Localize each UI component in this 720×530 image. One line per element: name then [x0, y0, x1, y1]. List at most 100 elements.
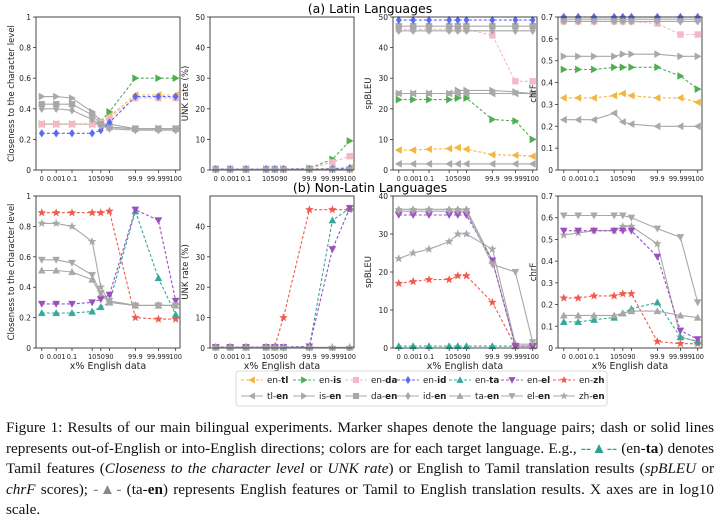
x-tick-label: 0.001: [404, 175, 423, 183]
data-point: [574, 115, 582, 124]
legend-label: en-el: [527, 376, 550, 386]
data-point: [574, 212, 583, 220]
data-point: [155, 125, 162, 135]
data-point: [610, 212, 619, 220]
y-tick-label: 0.2: [541, 301, 553, 310]
section-title-latin: (a) Latin Languages: [308, 1, 432, 16]
series-en-tl: [394, 143, 536, 161]
series-en-da: [395, 26, 536, 85]
chart-panel-nonlatin-chrf: 00.10.20.30.40.50.60.70 0.001 0.1 10 50 90 99.…: [529, 192, 704, 361]
y-tick-label: 20: [195, 105, 205, 114]
data-point: [628, 50, 636, 59]
data-point: [88, 299, 97, 307]
series-line: [398, 233, 533, 345]
data-point: [279, 313, 288, 322]
x-tick-label: 0: [40, 353, 44, 361]
data-point: [172, 74, 180, 83]
y-tick-label: 30: [378, 74, 388, 83]
series-tl-en-low: [394, 160, 536, 168]
legend-marker: [248, 376, 255, 384]
y-tick-label: 0.6: [19, 253, 31, 262]
data-point: [346, 165, 354, 174]
data-point: [591, 17, 597, 26]
legend-label: en-is: [319, 376, 341, 386]
data-point: [462, 145, 470, 154]
data-point: [619, 17, 626, 26]
legend-entry-en-tl: en-tl: [241, 376, 288, 386]
series-en-ta: [559, 298, 702, 345]
data-point: [694, 17, 701, 26]
x-tick-label: 50: [97, 175, 105, 183]
data-point: [52, 120, 60, 128]
x-tick-label: 10: [262, 353, 270, 361]
data-point: [38, 101, 45, 108]
data-point: [37, 300, 46, 308]
series-en-zh: [394, 271, 538, 350]
series-en-zh: [559, 289, 703, 348]
data-point: [694, 31, 701, 38]
data-point: [270, 343, 279, 351]
data-point: [409, 160, 417, 168]
y-tick-label: 0: [548, 344, 553, 353]
data-point: [694, 52, 702, 61]
legend-entry-en-el: en-el: [501, 376, 550, 386]
caption-italic-spbleu: spBLEU: [644, 460, 697, 477]
data-point: [410, 95, 418, 104]
legend-marker: [248, 392, 255, 400]
y-tick-label: 30: [195, 253, 205, 262]
y-tick-label: 0: [383, 166, 388, 175]
caption-bold-en: en: [147, 480, 163, 498]
data-point: [154, 302, 163, 310]
x-tick-label: 90: [105, 353, 113, 361]
series-line: [41, 97, 176, 125]
data-point: [618, 227, 627, 235]
data-point: [305, 205, 314, 214]
x-tick-label: 100: [526, 175, 539, 183]
x-tick-label: 90: [279, 175, 287, 183]
data-point: [628, 17, 635, 26]
y-tick-label: 0.1: [541, 144, 553, 153]
data-point: [67, 208, 77, 217]
data-point: [444, 237, 454, 246]
data-point: [488, 342, 497, 350]
data-point: [106, 114, 113, 122]
data-point: [693, 313, 702, 321]
data-point: [575, 65, 583, 74]
y-tick-label: 50: [378, 13, 388, 22]
data-point: [52, 101, 60, 108]
data-point: [52, 300, 61, 308]
data-point: [394, 160, 402, 168]
data-point: [89, 115, 96, 124]
data-point: [511, 151, 519, 160]
data-point: [693, 98, 701, 107]
legend-marker: [301, 392, 308, 400]
data-point: [618, 212, 627, 220]
x-tick-label: 0.1: [67, 175, 78, 183]
data-point: [560, 17, 567, 26]
data-point: [559, 318, 568, 325]
data-point: [242, 165, 250, 174]
series-id-en: [395, 26, 536, 35]
data-point: [68, 94, 76, 102]
data-point: [529, 135, 537, 144]
x-tick-label: 100: [169, 353, 182, 361]
data-point: [67, 221, 77, 231]
data-point: [445, 144, 453, 153]
data-point: [446, 26, 453, 35]
data-point: [410, 89, 418, 98]
y-tick-label: 0.4: [541, 79, 553, 88]
chart-panel-latin-closeness: 00.20.40.60.810 0.001 0.1 10 50 90 99.9 99.999 1…: [7, 13, 182, 183]
data-point: [106, 124, 113, 133]
series-tl-en: [559, 109, 701, 131]
x-tick-label: 100: [343, 175, 356, 183]
data-point: [88, 307, 97, 315]
y-tick-label: 0.2: [19, 135, 31, 144]
series-id-en: [560, 17, 701, 26]
series-en-is: [395, 94, 537, 144]
data-point: [395, 95, 403, 104]
y-tick-label: 0.6: [541, 214, 553, 223]
x-tick-label: 0.1: [589, 175, 600, 183]
data-point: [410, 15, 417, 25]
legend-marker: [352, 376, 360, 384]
